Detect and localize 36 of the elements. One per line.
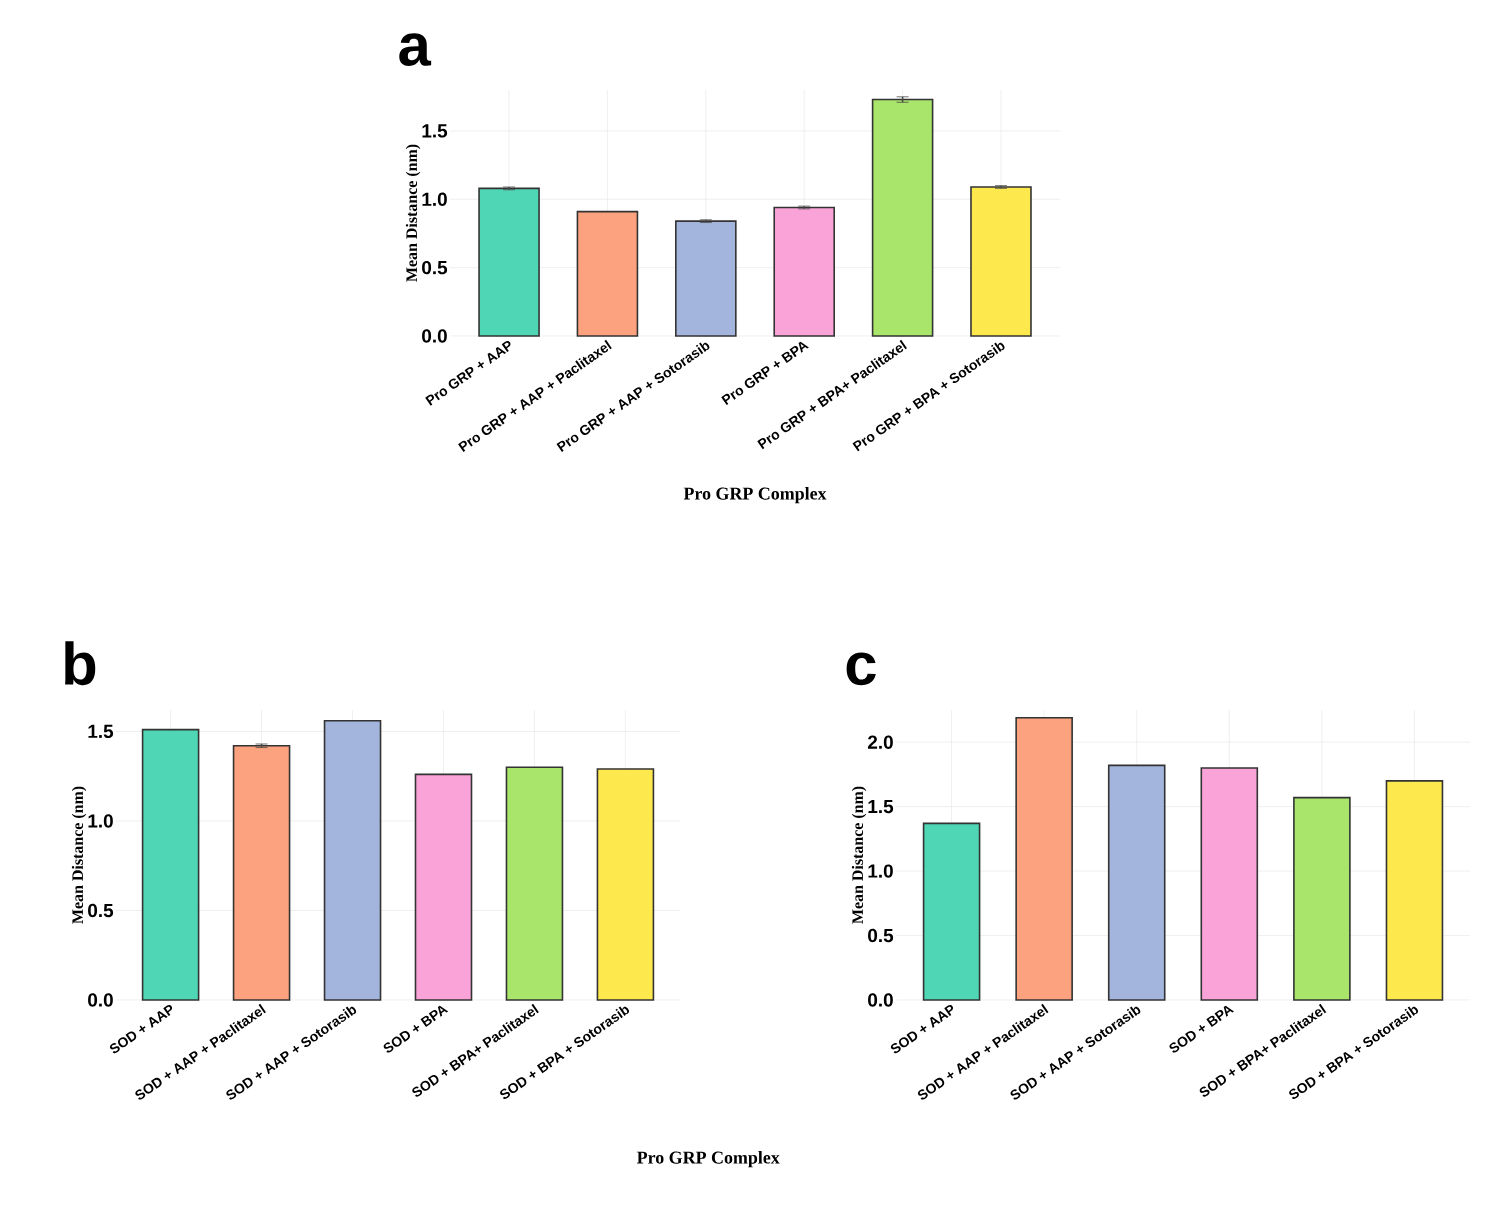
bar — [505, 766, 564, 1001]
y-tick-label: 1.0 — [88, 814, 113, 828]
y-tick-label: 0.5 — [88, 903, 114, 918]
bar — [1385, 780, 1444, 1001]
bar — [922, 822, 981, 1001]
bar — [414, 773, 473, 1001]
bar — [596, 768, 655, 1001]
bar — [576, 210, 639, 337]
bar — [1200, 767, 1259, 1001]
bar — [1015, 716, 1073, 1001]
bar — [478, 187, 540, 337]
bar — [232, 744, 291, 1001]
bar — [871, 98, 934, 337]
y-tick-label: 1.0 — [422, 192, 447, 207]
chart-title: a — [399, 33, 432, 67]
bar — [1293, 796, 1351, 1001]
y-tick-label: 2.0 — [867, 735, 893, 749]
bar — [1107, 764, 1166, 1001]
y-tick-label: 1.0 — [868, 864, 893, 878]
y-tick-label: 1.5 — [868, 800, 894, 814]
x-axis-title: Pro GRP Complex — [683, 487, 827, 504]
chart-title: c — [846, 652, 876, 686]
y-tick-label: 0.5 — [422, 260, 448, 275]
bar — [970, 186, 1032, 337]
chart-title: b — [65, 641, 96, 686]
bar — [323, 719, 382, 1001]
y-tick-label: 0.5 — [868, 928, 894, 943]
bar — [773, 206, 836, 337]
x-axis-title: Pro GRP Complex — [636, 1151, 780, 1168]
y-tick-label: 0.0 — [88, 993, 113, 1007]
bar — [675, 220, 737, 337]
y-tick-label: 0.0 — [868, 993, 893, 1007]
y-tick-label: 0.0 — [422, 329, 447, 343]
bar — [141, 728, 200, 1001]
y-tick-label: 1.5 — [422, 124, 448, 138]
y-tick-label: 1.5 — [88, 724, 114, 739]
